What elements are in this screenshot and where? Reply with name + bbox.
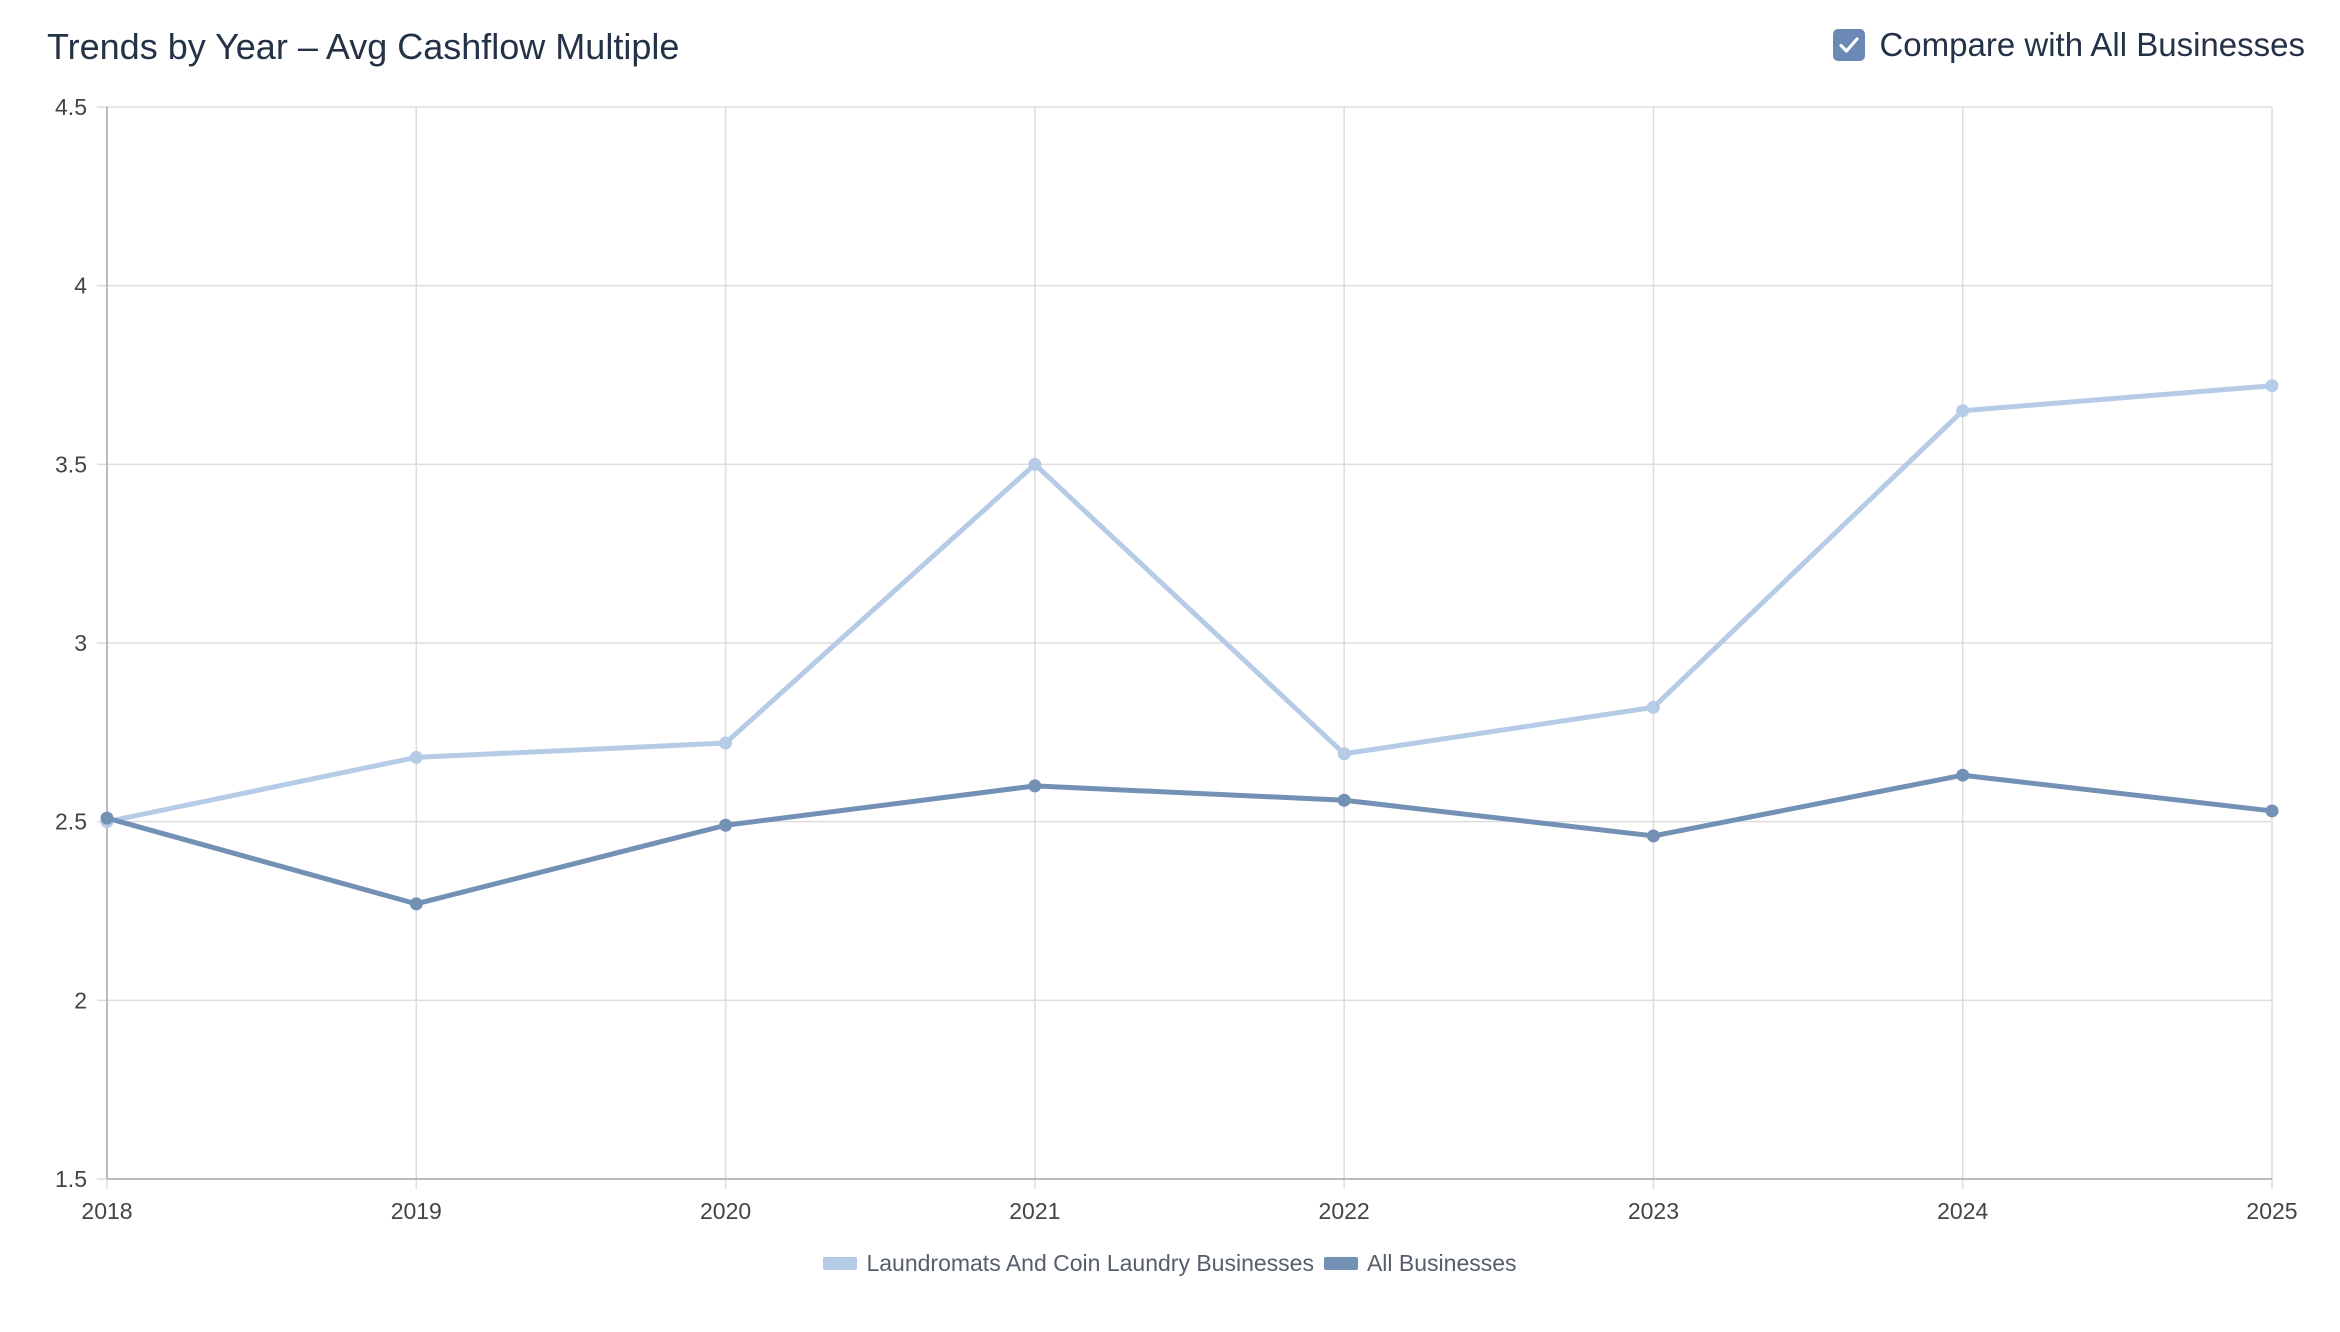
legend-label-all-businesses: All Businesses: [1366, 1250, 1517, 1276]
data-point-all-businesses: [2265, 804, 2279, 818]
data-point-all-businesses: [1337, 793, 1351, 807]
y-tick-label: 4: [74, 273, 87, 299]
series-line-laundromats: [104, 383, 2275, 825]
x-tick-label: 2021: [1009, 1198, 1060, 1224]
y-tick-label: 1.5: [55, 1166, 87, 1192]
y-tick-label: 3: [74, 630, 87, 656]
data-point-all-businesses: [100, 811, 114, 825]
x-tick-label: 2023: [1628, 1198, 1679, 1224]
compare-checkbox[interactable]: [1833, 29, 1866, 61]
y-tick-label: 2: [74, 987, 87, 1013]
x-tick-label: 2022: [1319, 1198, 1370, 1224]
page-title: Trends by Year – Avg Cashflow Multiple: [47, 26, 680, 67]
y-tick-label: 3.5: [55, 451, 87, 477]
x-tick-label: 2025: [2246, 1198, 2297, 1224]
checkmark-icon: [1839, 37, 1860, 53]
data-point-laundromats: [1028, 457, 1042, 471]
data-point-all-businesses: [1028, 779, 1042, 793]
data-point-all-businesses: [409, 897, 423, 911]
x-tick-label: 2018: [81, 1198, 132, 1224]
legend-swatch-laundromats: [823, 1257, 858, 1270]
legend-label-laundromats: Laundromats And Coin Laundry Businesses: [866, 1250, 1314, 1276]
data-point-all-businesses: [1956, 768, 1970, 782]
data-point-laundromats: [1646, 700, 1660, 714]
legend-item-all-businesses[interactable]: All Businesses: [1323, 1250, 1517, 1277]
chart-legend: Laundromats And Coin Laundry Businesses …: [0, 1250, 2340, 1277]
chart-header: Trends by Year – Avg Cashflow Multiple C…: [0, 0, 2340, 100]
data-point-laundromats: [2265, 379, 2279, 393]
compare-label: Compare with All Businesses: [1879, 26, 2305, 63]
y-tick-label: 4.5: [55, 94, 87, 120]
data-point-laundromats: [1956, 404, 1970, 418]
compare-toggle[interactable]: Compare with All Businesses: [1833, 26, 2305, 64]
data-point-all-businesses: [719, 818, 733, 832]
y-tick-label: 2.5: [55, 809, 87, 835]
x-tick-label: 2020: [700, 1198, 751, 1224]
data-point-laundromats: [719, 736, 733, 750]
legend-item-laundromats[interactable]: Laundromats And Coin Laundry Businesses: [823, 1250, 1314, 1277]
legend-swatch-all-businesses: [1323, 1257, 1358, 1270]
x-tick-label: 2024: [1937, 1198, 1988, 1224]
data-point-laundromats: [409, 750, 423, 764]
data-point-all-businesses: [1646, 829, 1660, 843]
data-point-laundromats: [1337, 747, 1351, 761]
x-tick-label: 2019: [391, 1198, 442, 1224]
series-line-all-businesses: [104, 772, 2275, 907]
line-chart: 4.5 4 3.5 3 2.5 2 1.5 2018 2019 2020 2021 2022 2023 2…: [55, 94, 2298, 1224]
